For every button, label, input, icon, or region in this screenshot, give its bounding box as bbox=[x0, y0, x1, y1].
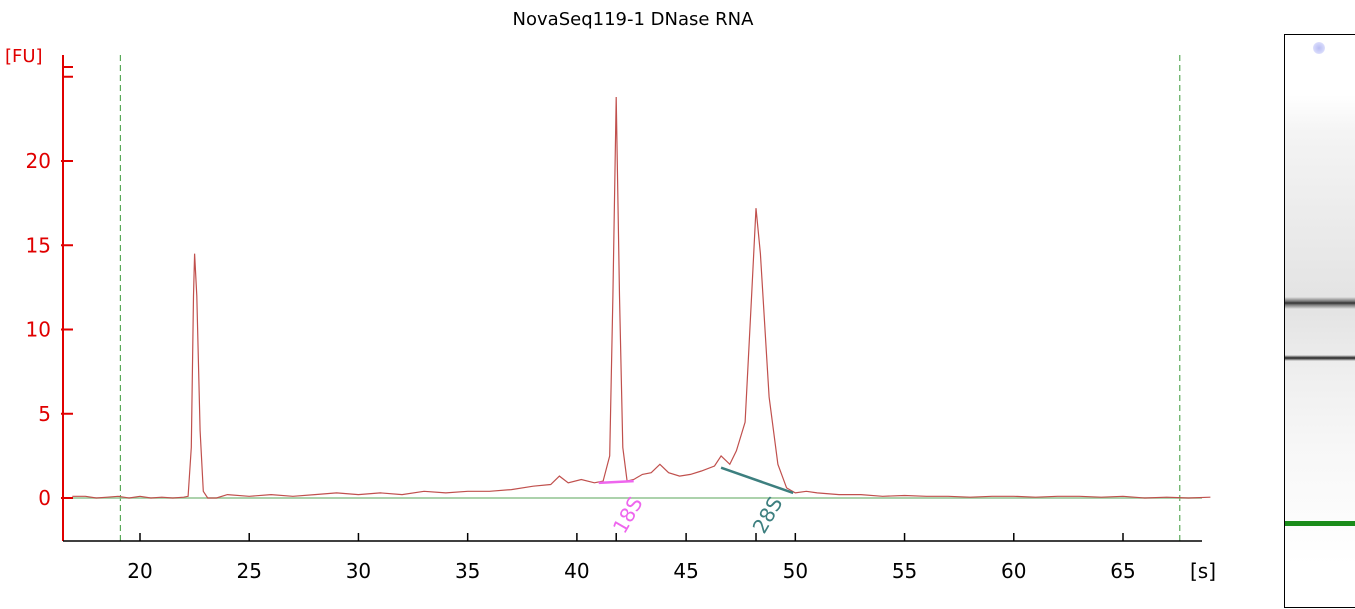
x-tick-label: 55 bbox=[892, 559, 917, 583]
gel-lane-background bbox=[1285, 95, 1355, 565]
x-axis: 20 25 30 35 40 45 50 55 60 65 bbox=[63, 533, 1202, 583]
x-tick-label: 65 bbox=[1110, 559, 1135, 583]
x-tick-label: 35 bbox=[455, 559, 480, 583]
peak-label-28s: 28S bbox=[748, 492, 788, 537]
gel-band-28s bbox=[1285, 297, 1355, 309]
peak-bar-18s bbox=[598, 479, 634, 485]
chart-title: NovaSeq119-1 DNase RNA bbox=[513, 9, 755, 30]
x-tick-label: 40 bbox=[564, 559, 589, 583]
series-trace bbox=[72, 96, 1211, 499]
boundary-lines bbox=[119, 55, 1181, 541]
x-tick-label: 30 bbox=[346, 559, 371, 583]
peak-label-18s: 18S bbox=[608, 492, 648, 537]
x-tick-label: 60 bbox=[1001, 559, 1026, 583]
y-tick-label: 5 bbox=[38, 402, 51, 426]
electropherogram: NovaSeq119-1 DNase RNA [FU] [s] 0 5 10 15 20… bbox=[5, 9, 1216, 583]
gel-band-18s bbox=[1285, 355, 1355, 361]
y-axis: 0 5 10 15 20 bbox=[26, 55, 73, 541]
peak-annotations: 18S 28S bbox=[598, 466, 794, 541]
gel-band-marker bbox=[1285, 521, 1355, 526]
x-tick-label: 50 bbox=[783, 559, 808, 583]
y-tick-label: 20 bbox=[26, 149, 51, 173]
x-tick-label: 25 bbox=[236, 559, 261, 583]
x-axis-label: [s] bbox=[1190, 559, 1216, 583]
y-tick-label: 15 bbox=[26, 233, 51, 257]
gel-well-dot bbox=[1313, 42, 1325, 54]
y-tick-label: 0 bbox=[38, 486, 51, 510]
x-tick-label: 45 bbox=[673, 559, 698, 583]
peak-bar-28s bbox=[720, 466, 794, 495]
y-axis-label: [FU] bbox=[5, 46, 43, 67]
y-tick-label: 10 bbox=[26, 318, 51, 342]
gel-image bbox=[1284, 34, 1355, 608]
x-tick-label: 20 bbox=[127, 559, 152, 583]
